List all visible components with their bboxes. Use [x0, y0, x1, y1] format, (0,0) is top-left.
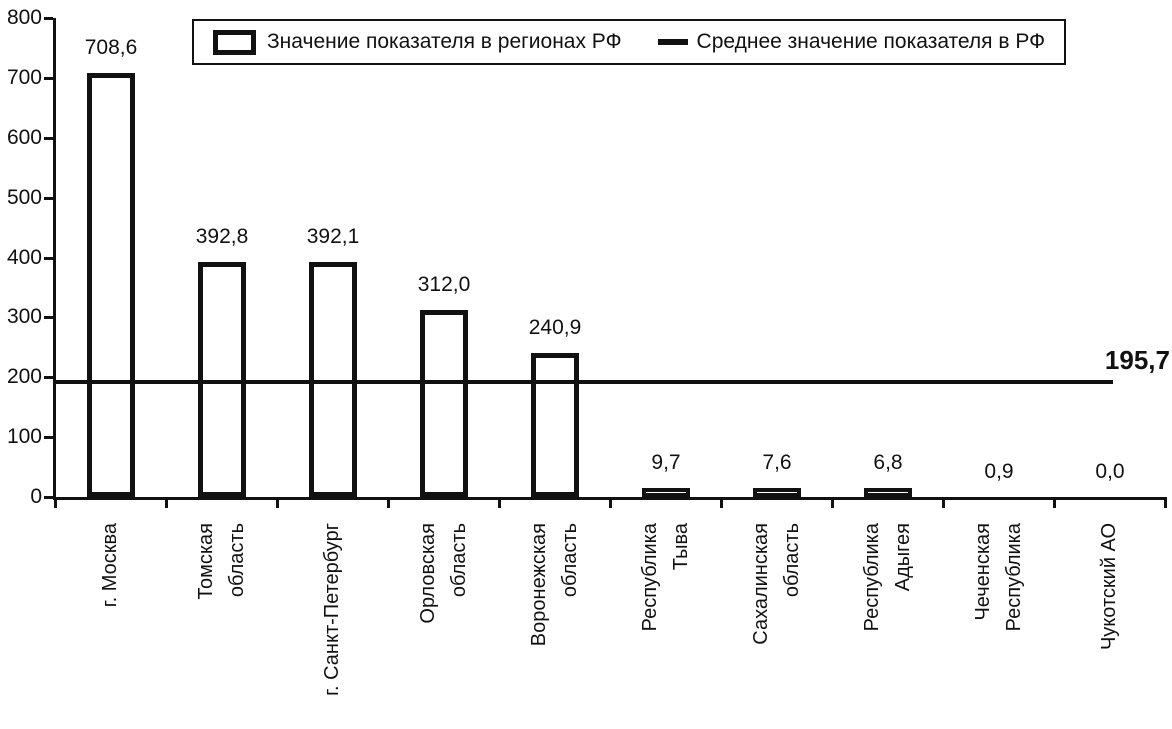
y-tick [44, 257, 53, 260]
y-tick [44, 17, 53, 20]
x-category-label: г. Москва [99, 523, 121, 608]
y-tick [44, 376, 53, 379]
y-tick-label: 800 [6, 6, 42, 29]
legend: Значение показателя в регионах РФ Средне… [192, 19, 1067, 65]
bar [309, 262, 357, 497]
bar-value-label: 392,8 [195, 225, 249, 248]
bar [198, 262, 246, 497]
bar-value-label: 6,8 [873, 451, 903, 474]
bar-value-label: 0,9 [984, 460, 1014, 483]
x-tick [609, 497, 612, 508]
x-tick [498, 497, 501, 508]
x-tick [54, 497, 57, 508]
x-tick [942, 497, 945, 508]
y-axis-line [53, 18, 56, 500]
x-category-label: Республика Тыва [639, 523, 692, 632]
x-category-label: г. Санкт-Петербург [321, 523, 343, 696]
legend-line-swatch-icon [657, 39, 688, 45]
bar-value-label: 9,7 [651, 451, 681, 474]
legend-bar-label: Значение показателя в регионах РФ [267, 30, 622, 53]
y-tick-label: 600 [6, 126, 42, 149]
average-value-label: 195,7 [1104, 345, 1170, 375]
bar [87, 73, 135, 497]
x-category-label: Сахалинская область [750, 523, 803, 645]
bar-value-label: 392,1 [306, 225, 360, 248]
x-tick [831, 497, 834, 508]
y-tick [44, 316, 53, 319]
y-tick [44, 436, 53, 439]
x-tick [1053, 497, 1056, 508]
y-tick-label: 400 [6, 246, 42, 269]
x-category-label: Чукотский АО [1098, 523, 1120, 651]
y-tick-label: 100 [6, 425, 42, 448]
y-tick [44, 197, 53, 200]
bar [864, 488, 912, 497]
x-tick [720, 497, 723, 508]
bar [753, 488, 801, 497]
y-tick [44, 137, 53, 140]
x-tick [1164, 497, 1167, 508]
y-tick [44, 77, 53, 80]
x-tick [387, 497, 390, 508]
x-axis-line [53, 497, 1167, 500]
legend-bar-swatch-icon [213, 29, 256, 55]
bar-value-label: 7,6 [762, 451, 792, 474]
x-category-label: Томская область [195, 523, 248, 600]
x-category-label: Чеченская Республика [972, 523, 1025, 632]
x-category-label: Республика Адыгея [861, 523, 914, 632]
bar [420, 310, 468, 497]
legend-line-label: Среднее значение показателя в РФ [696, 30, 1046, 53]
bar-value-label: 0,0 [1095, 460, 1125, 483]
y-tick-label: 500 [6, 186, 42, 209]
x-category-label: Орловская область [417, 523, 470, 624]
y-tick [44, 496, 53, 499]
bar [642, 488, 690, 497]
bar-value-label: 240,9 [528, 316, 582, 339]
x-category-label: Воронежская область [528, 523, 581, 647]
y-tick-label: 200 [6, 365, 42, 388]
x-tick [276, 497, 279, 508]
y-tick-label: 700 [6, 66, 42, 89]
y-tick-label: 300 [6, 305, 42, 328]
y-tick-label: 0 [30, 485, 42, 508]
average-line [55, 380, 1113, 384]
bar-value-label: 708,6 [84, 36, 138, 59]
bar [531, 353, 579, 497]
bar-value-label: 312,0 [417, 273, 471, 296]
x-tick [165, 497, 168, 508]
